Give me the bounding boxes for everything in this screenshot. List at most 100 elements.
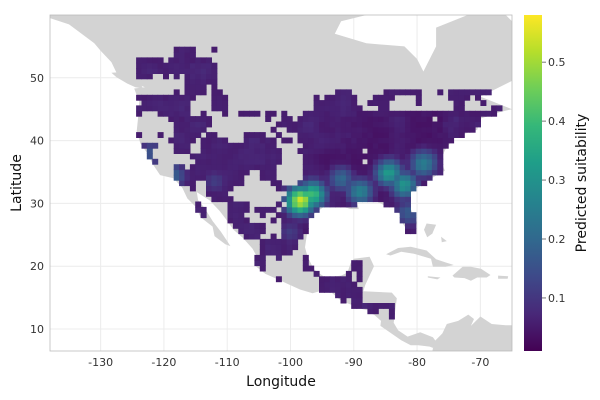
suitability-cell xyxy=(179,137,186,144)
suitability-cell xyxy=(184,78,191,85)
suitability-cell xyxy=(394,164,401,171)
suitability-cell xyxy=(345,142,352,149)
suitability-cell xyxy=(308,121,315,128)
suitability-cell xyxy=(297,201,304,208)
suitability-cell xyxy=(308,180,315,187)
suitability-cell xyxy=(292,228,299,235)
suitability-cell xyxy=(173,137,180,144)
suitability-cell xyxy=(179,110,186,117)
suitability-cell xyxy=(313,206,320,213)
suitability-cell xyxy=(168,116,175,122)
suitability-cell xyxy=(378,196,385,203)
suitability-cell xyxy=(179,57,186,64)
suitability-cell xyxy=(319,110,325,117)
suitability-cell xyxy=(388,164,395,171)
suitability-cell xyxy=(442,137,449,144)
suitability-cell xyxy=(372,169,379,176)
suitability-cell xyxy=(254,164,261,171)
suitability-cell xyxy=(431,153,438,160)
suitability-cell xyxy=(286,222,293,229)
suitability-cell xyxy=(378,142,385,149)
suitability-cell xyxy=(184,137,191,144)
suitability-cell xyxy=(345,164,352,171)
suitability-cell xyxy=(335,132,342,138)
suitability-cell xyxy=(179,164,186,171)
suitability-cell xyxy=(308,185,315,192)
suitability-cell xyxy=(297,222,304,229)
suitability-cell xyxy=(319,174,325,181)
suitability-cell xyxy=(329,94,336,101)
suitability-cell xyxy=(345,169,352,176)
suitability-cell xyxy=(243,148,250,154)
land-region xyxy=(111,72,143,89)
suitability-cell xyxy=(259,254,266,261)
suitability-cell xyxy=(475,110,481,117)
suitability-cell xyxy=(270,217,277,224)
suitability-cell xyxy=(319,121,325,128)
suitability-cell xyxy=(281,222,288,229)
suitability-cell xyxy=(270,158,277,165)
suitability-cell xyxy=(243,137,250,144)
suitability-cell xyxy=(136,68,143,74)
suitability-cell xyxy=(351,132,358,138)
suitability-cell xyxy=(442,132,449,138)
suitability-cell xyxy=(292,222,299,229)
suitability-cell xyxy=(426,121,433,128)
suitability-cell xyxy=(362,169,368,176)
suitability-cell xyxy=(211,196,218,203)
suitability-cell xyxy=(399,169,406,176)
suitability-cell xyxy=(372,148,379,154)
suitability-cell xyxy=(259,228,266,235)
suitability-cell xyxy=(356,126,363,133)
suitability-cell xyxy=(410,174,417,181)
suitability-cell xyxy=(206,148,212,154)
suitability-cell xyxy=(238,164,245,171)
suitability-cell xyxy=(324,121,331,128)
suitability-cell xyxy=(313,190,320,197)
suitability-cell xyxy=(426,164,433,171)
suitability-cell xyxy=(335,292,342,299)
suitability-cell xyxy=(308,132,315,138)
suitability-cell xyxy=(189,121,196,128)
suitability-cell xyxy=(319,169,325,176)
suitability-cell xyxy=(200,89,207,96)
suitability-cell xyxy=(146,153,153,160)
suitability-cell xyxy=(394,196,401,203)
suitability-cell xyxy=(469,89,476,96)
suitability-cell xyxy=(351,174,358,181)
suitability-cell xyxy=(136,132,143,138)
suitability-cell xyxy=(399,153,406,160)
suitability-cell xyxy=(388,142,395,149)
suitability-cell xyxy=(189,169,196,176)
colorbar-tick-label: 0.4 xyxy=(548,115,566,128)
suitability-cell xyxy=(313,126,320,133)
suitability-cell xyxy=(206,68,212,74)
suitability-cell xyxy=(222,158,229,165)
suitability-layer xyxy=(136,46,503,320)
suitability-cell xyxy=(351,196,358,203)
suitability-cell xyxy=(152,100,159,106)
suitability-cell xyxy=(249,137,255,144)
suitability-cell xyxy=(329,174,336,181)
suitability-cell xyxy=(421,126,428,133)
suitability-cell xyxy=(200,142,207,149)
suitability-cell xyxy=(372,100,379,106)
suitability-cell xyxy=(388,308,395,315)
suitability-cell xyxy=(329,180,336,187)
suitability-cell xyxy=(388,132,395,138)
suitability-cell xyxy=(195,126,202,133)
suitability-cell xyxy=(356,276,363,283)
suitability-cell xyxy=(388,303,395,309)
suitability-cell xyxy=(367,196,374,203)
suitability-cell xyxy=(302,260,309,267)
x-tick-label: -70 xyxy=(471,356,489,369)
suitability-cell xyxy=(292,212,299,219)
suitability-cell xyxy=(254,222,261,229)
suitability-cell xyxy=(281,116,288,122)
suitability-cell xyxy=(297,148,304,154)
suitability-cell xyxy=(356,121,363,128)
suitability-cell xyxy=(243,153,250,160)
suitability-cell xyxy=(437,137,444,144)
suitability-cell xyxy=(238,201,245,208)
suitability-cell xyxy=(216,185,223,192)
